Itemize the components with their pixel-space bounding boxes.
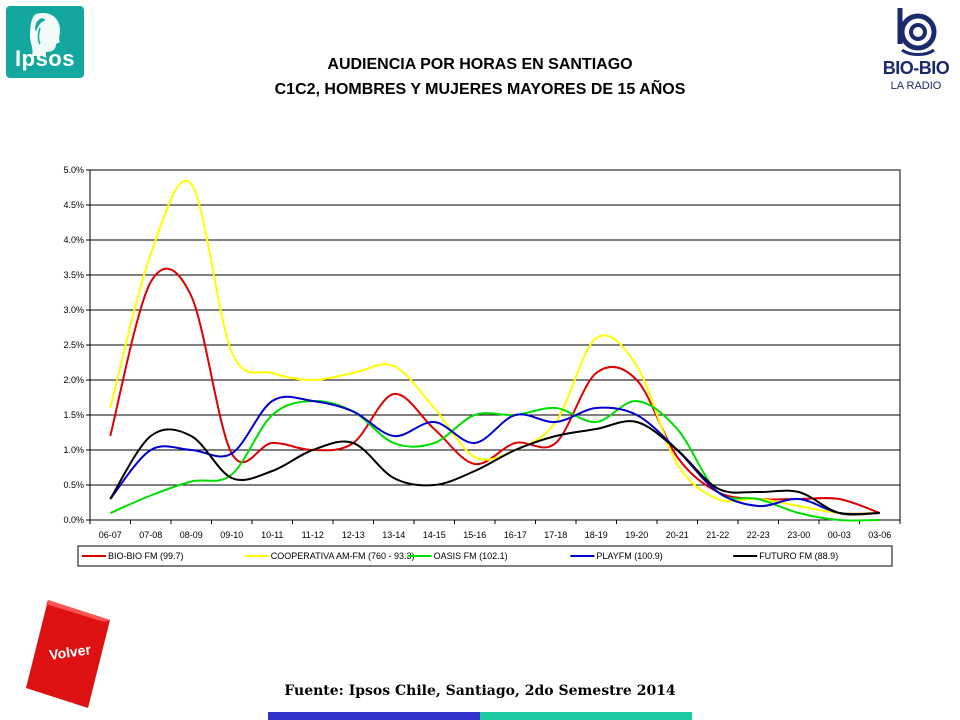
ipsos-head-icon <box>30 12 60 57</box>
ipsos-logo-text: Ipsos <box>15 46 75 71</box>
x-tick-label: 17-18 <box>544 530 567 540</box>
series-line-4 <box>109 420 880 516</box>
biobio-logo-text: BIO-BIO <box>882 58 950 78</box>
biobio-logo: BIO-BIO LA RADIO <box>880 4 952 100</box>
x-tick-label: 00-03 <box>828 530 851 540</box>
x-tick-label: 08-09 <box>180 530 203 540</box>
biobio-logo-subtext: LA RADIO <box>890 80 942 92</box>
y-tick-label: 2.5% <box>63 340 84 350</box>
y-tick-label: 0.0% <box>63 515 84 525</box>
biobio-emblem-icon <box>897 8 937 56</box>
ipsos-logo: Ipsos <box>6 6 84 78</box>
y-tick-label: 1.5% <box>63 410 84 420</box>
y-tick-label: 5.0% <box>63 165 84 175</box>
footer-bar-blue <box>268 712 480 720</box>
legend-label-3: PLAYFM (100.9) <box>596 551 662 561</box>
x-tick-label: 15-16 <box>463 530 486 540</box>
y-tick-label: 4.5% <box>63 200 84 210</box>
y-tick-label: 2.0% <box>63 375 84 385</box>
chart-title-line1: AUDIENCIA POR HORAS EN SANTIAGO <box>327 56 633 73</box>
x-tick-label: 20-21 <box>666 530 689 540</box>
audience-line-chart: 0.0% 0.5% 1.0% 1.5% 2.0% 2.5% 3.0% 3.5% 4.0% 4.5%… <box>14 156 914 591</box>
legend-label-1: COOPERATIVA AM-FM (760 - 93.3) <box>271 551 415 561</box>
volver-arrow-icon <box>26 600 110 708</box>
y-tick-label: 1.0% <box>63 445 84 455</box>
footer-bar-teal <box>480 712 692 720</box>
x-tick-label: 23-00 <box>787 530 810 540</box>
volver-button[interactable]: Volver <box>26 600 110 708</box>
legend-box <box>77 545 893 567</box>
y-tick-label: 3.0% <box>63 305 84 315</box>
x-tick-label: 07-08 <box>139 530 162 540</box>
y-tick-label: 3.5% <box>63 270 84 280</box>
x-tick-label: 19-20 <box>625 530 648 540</box>
x-tick-label: 11-12 <box>302 530 324 540</box>
x-tick-label: 12-13 <box>342 530 365 540</box>
legend-label-2: OASIS FM (102.1) <box>434 551 508 561</box>
y-tick-label: 4.0% <box>63 235 84 245</box>
chart-title-line2: C1C2, HOMBRES Y MUJERES MAYORES DE 15 AÑ… <box>274 81 686 98</box>
x-tick-label: 16-17 <box>504 530 527 540</box>
x-tick-label: 18-19 <box>585 530 608 540</box>
x-tick-label: 10-11 <box>261 530 283 540</box>
x-tick-label: 03-06 <box>868 530 891 540</box>
x-tick-label: 14-15 <box>423 530 446 540</box>
series-line-3 <box>109 395 880 516</box>
chart-svg: 0.0% 0.5% 1.0% 1.5% 2.0% 2.5% 3.0% 3.5% 4.0% 4.5%… <box>63 165 901 567</box>
y-tick-label: 0.5% <box>63 480 84 490</box>
source-note: Fuente: Ipsos Chile, Santiago, 2do Semes… <box>284 683 676 699</box>
legend-label-4: FUTURO FM (88.9) <box>759 551 838 561</box>
x-tick-label: 22-23 <box>747 530 770 540</box>
x-tick-label: 09-10 <box>220 530 243 540</box>
series-line-2 <box>109 399 880 522</box>
x-tick-label: 13-14 <box>382 530 405 540</box>
x-tick-label: 21-22 <box>706 530 729 540</box>
legend-label-0: BIO-BIO FM (99.7) <box>108 551 184 561</box>
x-tick-label: 06-07 <box>99 530 122 540</box>
